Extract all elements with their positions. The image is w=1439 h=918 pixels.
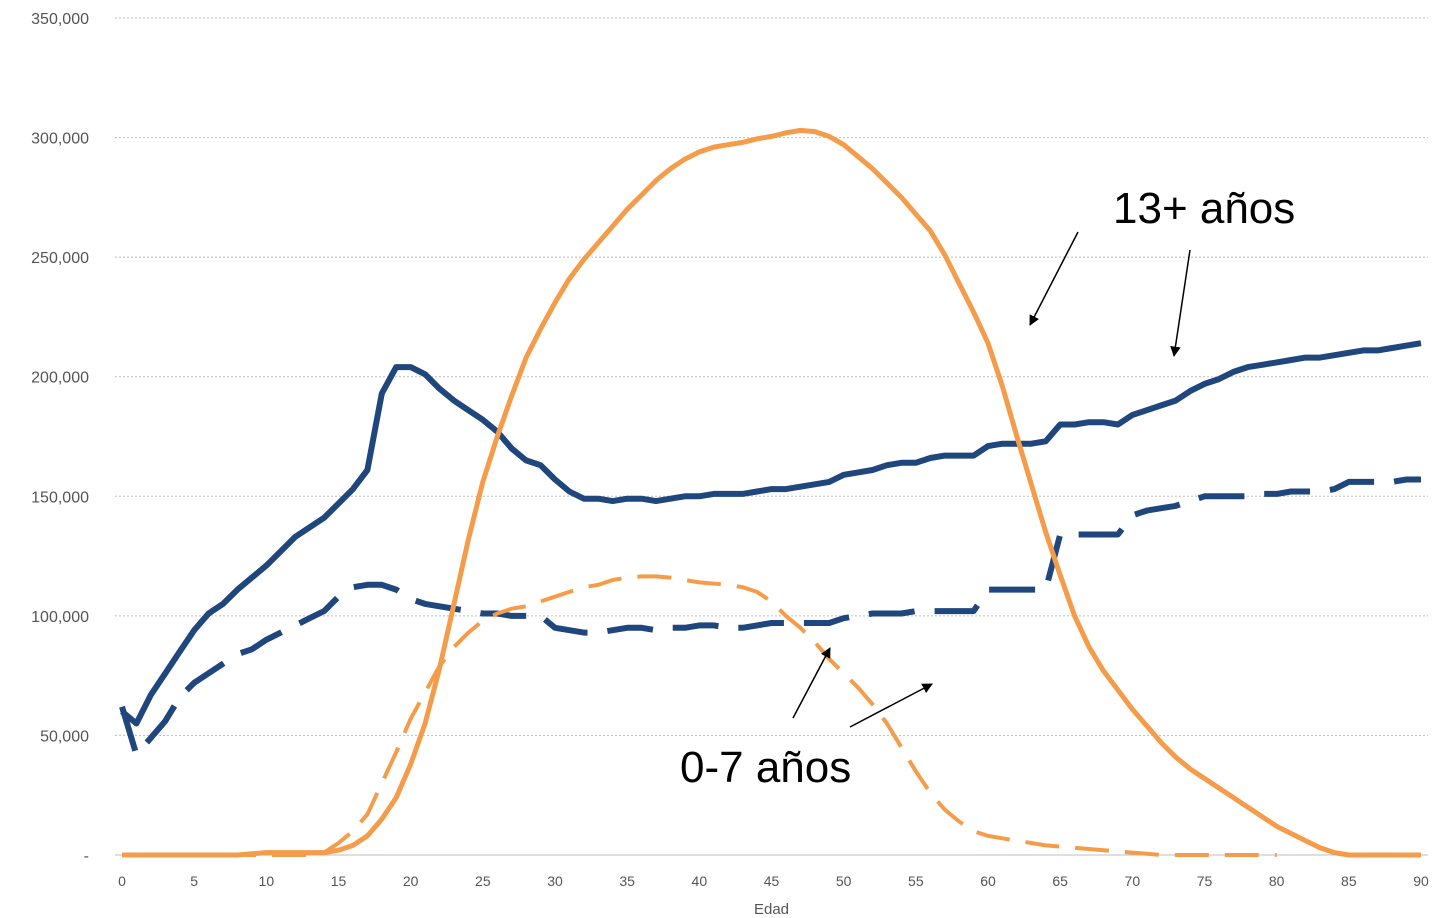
y-tick-label: 300,000 <box>31 131 89 148</box>
annotation-13-plus-years: 13+ años <box>1113 184 1295 233</box>
annotation-arrow <box>849 683 933 728</box>
x-tick-label: 40 <box>692 873 708 889</box>
annotation-arrow <box>1170 249 1191 358</box>
x-tick-label: 35 <box>619 873 635 889</box>
annotation-0-7-years: 0-7 años <box>680 743 851 792</box>
annotation-arrow <box>792 647 831 719</box>
x-tick-label: 85 <box>1341 873 1357 889</box>
y-tick-label: 200,000 <box>31 370 89 387</box>
series-line-orange-dashed <box>122 574 1277 857</box>
x-tick-label: 10 <box>259 873 275 889</box>
x-tick-label: 70 <box>1125 873 1141 889</box>
grid-lines <box>115 17 1428 856</box>
series-line-orange-solid <box>122 127 1421 858</box>
x-tick-label: 5 <box>190 873 198 889</box>
x-tick-label: 25 <box>475 873 491 889</box>
x-tick-label: 55 <box>908 873 924 889</box>
y-tick-label: 350,000 <box>31 11 89 28</box>
x-tick-label: 90 <box>1413 873 1429 889</box>
annotation-arrows <box>792 231 1191 728</box>
x-tick-label: 80 <box>1269 873 1285 889</box>
series-lines <box>119 127 1422 858</box>
x-tick-label: 20 <box>403 873 419 889</box>
x-tick-label: 65 <box>1052 873 1068 889</box>
y-axis-ticks: - 50,000 100,000 150,000 200,000 250,000 300,0… <box>31 11 89 865</box>
y-tick-label: 50,000 <box>40 728 89 745</box>
y-tick-label: 250,000 <box>31 250 89 267</box>
x-tick-label: 75 <box>1197 873 1213 889</box>
x-tick-label: 60 <box>980 873 996 889</box>
x-tick-label: 30 <box>547 873 563 889</box>
x-axis-label: Edad <box>754 901 789 918</box>
y-tick-label: 150,000 <box>31 489 89 506</box>
series-line-blue-dashed <box>119 476 1421 758</box>
x-tick-label: 0 <box>118 873 126 889</box>
x-tick-label: 45 <box>764 873 780 889</box>
annotation-arrow <box>1029 231 1079 326</box>
x-tick-label: 50 <box>836 873 852 889</box>
y-tick-label: 100,000 <box>31 609 89 626</box>
series-line-blue-solid <box>120 340 1422 727</box>
x-axis-ticks: 0 5 10 15 20 25 30 35 40 45 50 55 60 65 70 75 80 85 90 <box>118 873 1429 889</box>
x-tick-label: 15 <box>331 873 347 889</box>
y-tick-label: - <box>84 848 89 865</box>
